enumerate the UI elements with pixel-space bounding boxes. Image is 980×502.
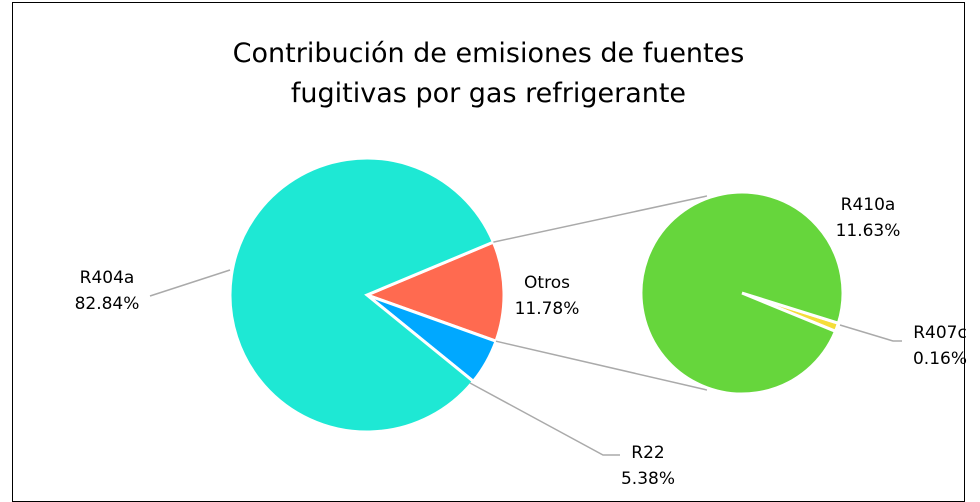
connector-line	[493, 195, 708, 243]
chart-title: Contribución de emisiones de fuentes fug…	[232, 38, 745, 109]
connector-line	[495, 340, 708, 391]
pie-slice	[639, 190, 845, 396]
data-label: 11.63%	[836, 221, 901, 241]
data-label: 5.38%	[621, 469, 675, 489]
data-label: 0.16%	[913, 349, 967, 369]
data-label-name: R407c	[913, 323, 967, 343]
data-label-name: R22	[631, 443, 664, 463]
chart-title-box: Contribución de emisiones de fuentes fug…	[12, 34, 965, 114]
leader-line	[469, 382, 620, 456]
data-label: 11.78%	[515, 299, 580, 319]
pie-slice	[228, 156, 496, 434]
leader-line	[839, 324, 902, 342]
data-label-name: R410a	[841, 195, 896, 215]
data-label-name: R404a	[80, 268, 135, 288]
pie-slice	[362, 240, 506, 344]
data-label: 82.84%	[75, 294, 140, 314]
leader-line	[149, 269, 231, 297]
data-label-name: Otros	[524, 273, 570, 293]
